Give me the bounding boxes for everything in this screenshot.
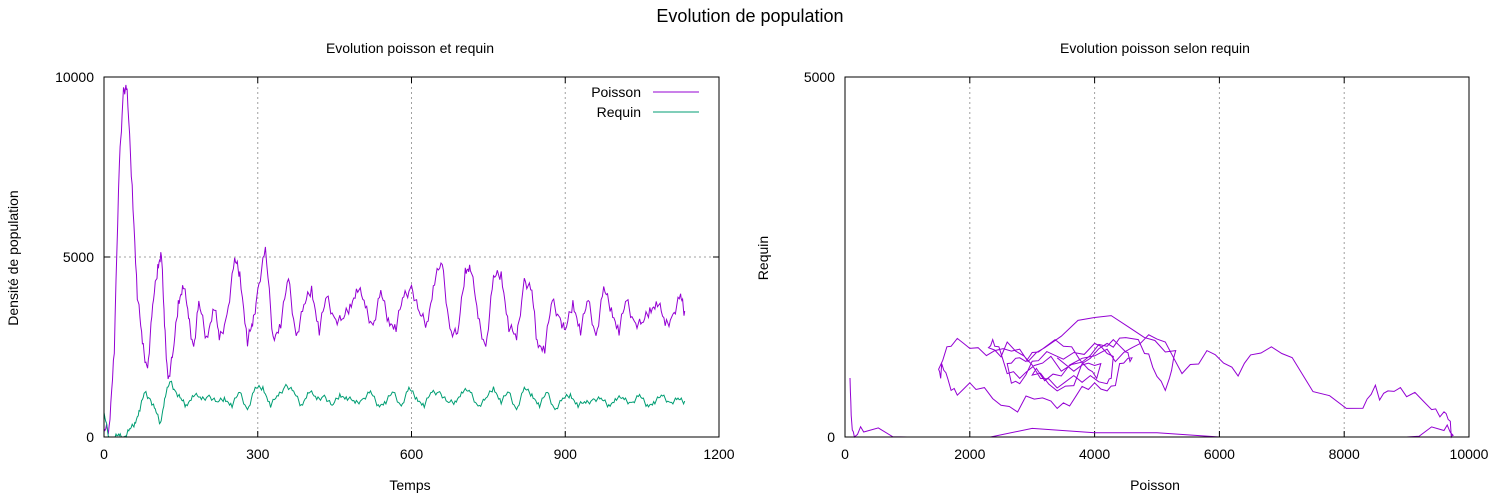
left-xtick-label: 300	[246, 446, 270, 462]
left-ytick-label: 0	[86, 429, 94, 445]
left-series-requin	[103, 380, 686, 438]
right-xtick-label: 10000	[1450, 446, 1489, 462]
right-series-trajectory	[849, 315, 1454, 439]
left-xtick-label: 0	[100, 446, 108, 462]
left-chart-ylabel: Densité de population	[5, 190, 21, 325]
right-plot-frame	[844, 76, 1470, 438]
right-xtick-label: 4000	[1079, 446, 1110, 462]
right-xtick-label: 8000	[1329, 446, 1360, 462]
left-legend-label: Poisson	[591, 84, 641, 100]
right-chart-xlabel: Poisson	[1130, 477, 1180, 493]
right-ytick-label: 5000	[804, 69, 835, 85]
right-xtick-label: 6000	[1204, 446, 1235, 462]
left-chart-xlabel: Temps	[389, 477, 430, 493]
figure-title: Evolution de population	[656, 6, 843, 26]
right-ytick-label: 0	[827, 429, 835, 445]
left-xtick-label: 1200	[703, 446, 734, 462]
left-chart: 0 300 600 900 1200 0 5000 10000 Poisson Requin	[55, 69, 735, 462]
left-legend-label: Requin	[597, 104, 641, 120]
right-chart-ylabel: Requin	[755, 236, 771, 280]
right-chart: 0 2000 4000 6000 8000 10000 0 5000	[804, 69, 1489, 462]
right-xtick-label: 2000	[954, 446, 985, 462]
left-plot-frame	[103, 76, 720, 438]
left-xtick-label: 600	[400, 446, 424, 462]
left-xtick-label: 900	[554, 446, 578, 462]
right-xtick-label: 0	[841, 446, 849, 462]
left-ytick-label: 10000	[55, 69, 94, 85]
right-chart-title: Evolution poisson selon requin	[1060, 40, 1250, 56]
left-ytick-label: 5000	[63, 249, 94, 265]
left-chart-title: Evolution poisson et requin	[326, 40, 494, 56]
left-series-poisson	[103, 84, 686, 435]
